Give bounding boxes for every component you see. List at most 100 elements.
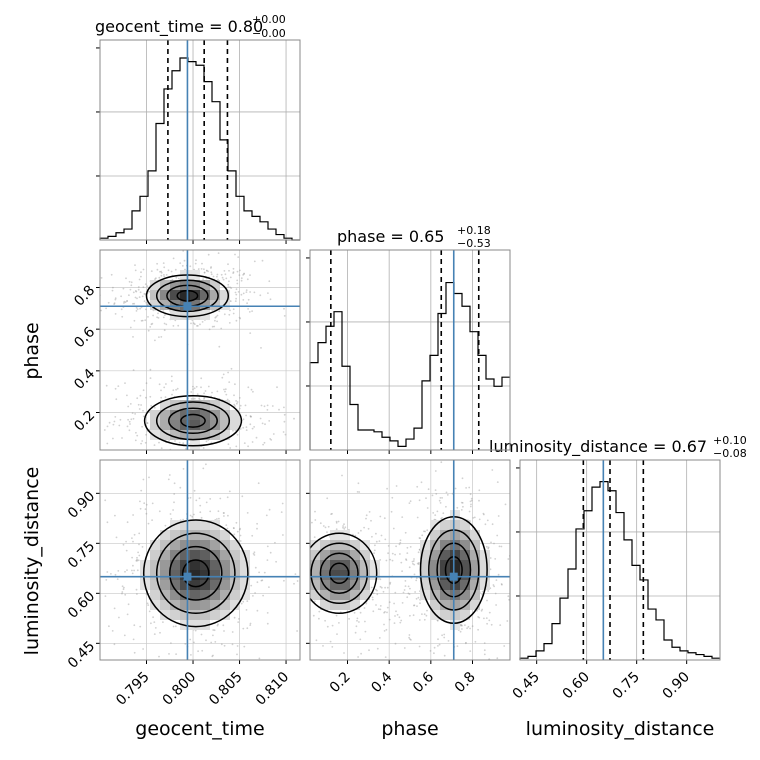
density-cell — [310, 590, 320, 600]
sample-point — [178, 441, 181, 444]
sample-point — [236, 279, 239, 282]
title-geocent-time-upper: +0.00 — [252, 13, 286, 26]
title-luminosity-distance-main: luminosity_distance = 0.67 — [489, 437, 707, 457]
sample-point — [228, 381, 231, 383]
sample-point — [210, 271, 213, 274]
sample-point — [344, 526, 347, 529]
sample-point — [121, 315, 124, 318]
contour-0-0 — [182, 559, 210, 588]
sample-point — [487, 546, 490, 549]
sample-point — [200, 516, 203, 519]
sample-point — [244, 635, 246, 637]
sample-point — [460, 501, 463, 504]
joint-panel-geocent-time-vs-phase — [96, 249, 301, 469]
sample-point — [483, 642, 486, 644]
sample-point — [145, 433, 148, 436]
sample-point — [175, 276, 178, 279]
sample-point — [436, 619, 439, 622]
sample-point — [163, 386, 166, 389]
sample-point — [174, 268, 177, 271]
sample-point — [195, 385, 198, 388]
density-cell — [230, 540, 240, 550]
sample-point — [482, 512, 485, 515]
sample-point — [133, 569, 136, 572]
plot-layer: 0.795 0.800 0.805 0.810 0.2 0.4 0.6 0.8 0.45 0.60… — [65, 39, 721, 709]
sample-point — [442, 512, 445, 515]
sample-point — [149, 326, 152, 328]
density-cell — [170, 300, 180, 310]
sample-point — [158, 276, 161, 279]
sample-point — [150, 323, 153, 326]
contour-0-3 — [142, 519, 249, 628]
sample-point — [248, 311, 251, 313]
sample-point — [192, 665, 194, 667]
sample-point — [239, 404, 242, 407]
sample-point — [233, 616, 236, 619]
sample-point — [149, 395, 152, 398]
sample-point — [214, 316, 217, 319]
density-cell — [240, 590, 250, 600]
sample-point — [139, 291, 142, 294]
sample-point — [126, 569, 128, 571]
sample-point — [205, 269, 208, 272]
sample-point — [202, 447, 205, 449]
density-cell — [180, 580, 190, 590]
sample-point — [190, 654, 192, 656]
sample-point — [192, 388, 194, 391]
sample-point — [481, 590, 484, 593]
sample-point — [468, 510, 471, 513]
density-cell — [150, 590, 160, 600]
sample-point — [283, 601, 285, 603]
sample-point — [282, 631, 284, 633]
histogram-panel-geocent-time — [96, 39, 301, 244]
sample-point — [192, 385, 194, 388]
joint-panel-content — [100, 250, 300, 469]
density-cell — [150, 570, 160, 580]
sample-point — [127, 467, 129, 469]
density-cell — [190, 310, 200, 320]
sample-point — [140, 319, 143, 322]
sample-point — [371, 598, 374, 601]
sample-point — [465, 641, 467, 644]
density-cell — [150, 420, 160, 430]
sample-point — [315, 639, 318, 642]
sample-point — [208, 456, 210, 458]
sample-point — [173, 482, 176, 485]
sample-point — [112, 423, 115, 426]
density-cell — [190, 400, 200, 410]
sample-point — [415, 597, 418, 600]
sample-point — [234, 291, 237, 294]
density-cell — [170, 410, 180, 420]
sample-point — [104, 595, 107, 597]
sample-point — [245, 291, 248, 293]
density-cell — [220, 600, 230, 610]
sample-point — [391, 559, 394, 562]
sample-point — [232, 308, 235, 311]
sample-point — [235, 297, 238, 300]
density-cell — [180, 600, 190, 610]
y-tick-label-phase-2: 0.6 — [71, 324, 98, 351]
sample-point — [269, 551, 272, 554]
sample-point — [303, 584, 305, 586]
sample-point — [383, 611, 385, 614]
density-cell — [150, 560, 160, 570]
sample-point — [199, 461, 201, 463]
sample-point — [426, 529, 429, 532]
sample-point — [227, 443, 230, 446]
sample-point — [105, 680, 107, 682]
sample-point — [235, 293, 238, 296]
sample-point — [335, 520, 338, 523]
sample-point — [375, 588, 377, 591]
sample-point — [190, 398, 193, 400]
sample-point — [158, 655, 160, 658]
sample-point — [335, 614, 338, 617]
sample-point — [384, 611, 386, 613]
sample-point — [283, 307, 285, 310]
sample-point — [223, 630, 225, 632]
sample-point — [238, 316, 241, 319]
sample-point — [223, 512, 225, 514]
sample-point — [304, 622, 306, 624]
sample-point — [394, 642, 397, 645]
sample-point — [203, 271, 206, 274]
sample-point — [253, 554, 256, 556]
